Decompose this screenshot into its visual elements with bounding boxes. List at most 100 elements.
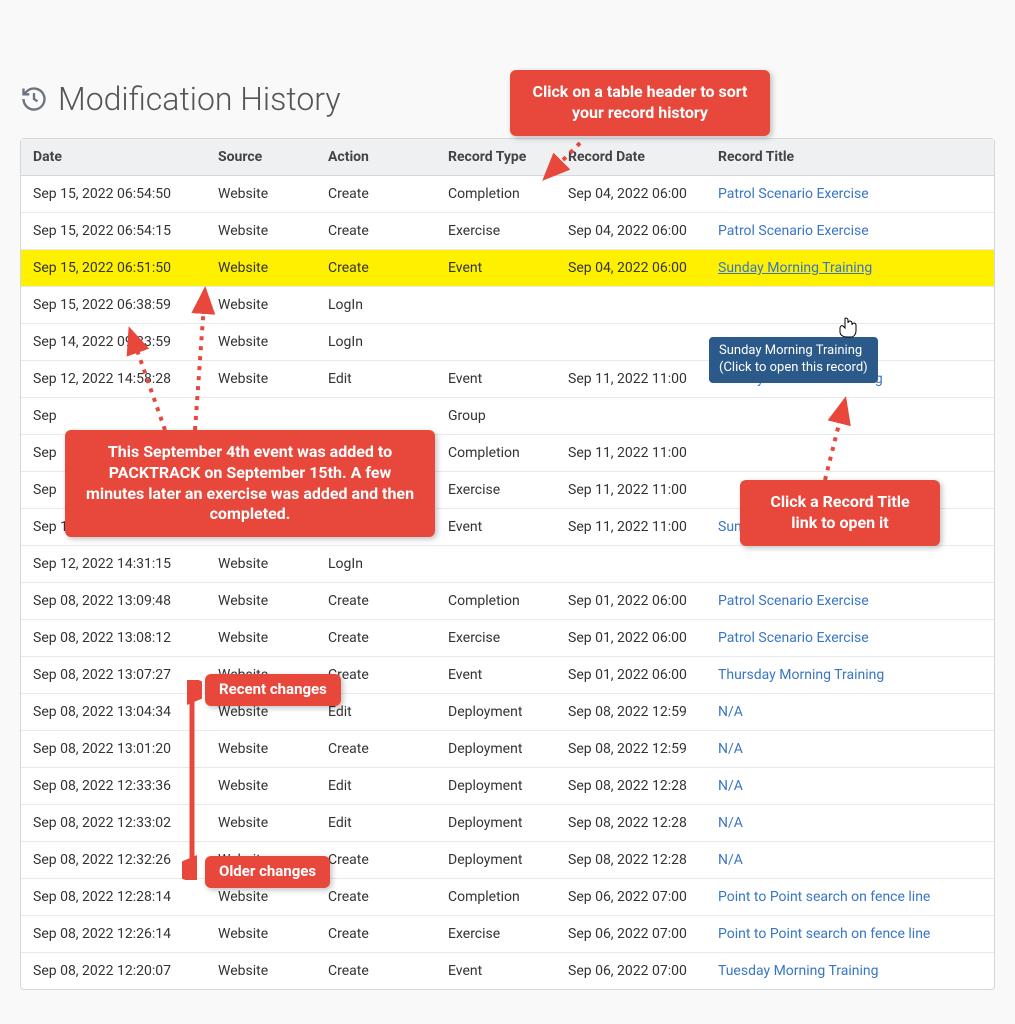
page-title-text: Modification History (58, 80, 341, 118)
cell-rtitle: N/A (706, 731, 994, 768)
callout-header-sort: Click on a table header to sort your rec… (510, 70, 770, 136)
cell-rtitle: N/A (706, 694, 994, 731)
cell-action (316, 398, 436, 435)
cell-source: Website (206, 213, 316, 250)
cell-rtype: Deployment (436, 768, 556, 805)
cell-rtype: Deployment (436, 842, 556, 879)
cursor-icon (839, 316, 857, 342)
cell-rdate: Sep 06, 2022 07:00 (556, 879, 706, 916)
cell-action: LogIn (316, 324, 436, 361)
arrow-sept4-right (170, 280, 250, 435)
record-title-link[interactable]: Tuesday Morning Training (718, 963, 879, 979)
record-title-link[interactable]: Patrol Scenario Exercise (718, 186, 869, 202)
cell-rtype: Deployment (436, 731, 556, 768)
cell-source: Website (206, 768, 316, 805)
cell-action: Create (316, 842, 436, 879)
cell-rtype: Group (436, 398, 556, 435)
tooltip-line2: (Click to open this record) (719, 360, 868, 377)
tooltip-line1: Sunday Morning Training (719, 343, 868, 360)
record-title-link[interactable]: N/A (718, 741, 743, 757)
cell-rtype: Event (436, 509, 556, 546)
cell-rtitle: N/A (706, 842, 994, 879)
cell-rtype: Event (436, 953, 556, 990)
cell-rtype: Exercise (436, 472, 556, 509)
cell-rdate: Sep 04, 2022 06:00 (556, 213, 706, 250)
callout-text: This September 4th event was added to PA… (86, 442, 414, 523)
cell-rdate (556, 546, 706, 583)
cell-action: Edit (316, 768, 436, 805)
record-title-link[interactable]: N/A (718, 778, 743, 794)
table-row: Sep 08, 2022 13:08:12WebsiteCreateExerci… (21, 620, 994, 657)
column-header-source[interactable]: Source (206, 139, 316, 176)
arrow-timeline (182, 680, 202, 880)
cell-rtype (436, 546, 556, 583)
table-row: Sep 12, 2022 14:31:15WebsiteLogIn (21, 546, 994, 583)
callout-text: Click a Record Title link to open it (770, 492, 909, 532)
cell-rtype: Event (436, 657, 556, 694)
cell-rtitle: Patrol Scenario Exercise (706, 213, 994, 250)
cell-rtitle: N/A (706, 805, 994, 842)
column-header-rtitle[interactable]: Record Title (706, 139, 994, 176)
table-row: Sep 08, 2022 12:33:02WebsiteEditDeployme… (21, 805, 994, 842)
cell-rdate: Sep 04, 2022 06:00 (556, 250, 706, 287)
record-title-link[interactable]: N/A (718, 704, 743, 720)
record-title-link[interactable]: Thursday Morning Training (718, 667, 884, 683)
record-title-link[interactable]: Patrol Scenario Exercise (718, 630, 869, 646)
cell-rdate: Sep 11, 2022 11:00 (556, 472, 706, 509)
cell-rtitle: Point to Point search on fence line (706, 879, 994, 916)
arrow-header-sort (535, 138, 595, 188)
cell-date: Sep 08, 2022 13:08:12 (21, 620, 206, 657)
cell-date: Sep 15, 2022 06:54:15 (21, 213, 206, 250)
cell-rdate: Sep 11, 2022 11:00 (556, 361, 706, 398)
record-title-link[interactable]: Patrol Scenario Exercise (718, 593, 869, 609)
cell-action: Edit (316, 361, 436, 398)
cell-source: Website (206, 953, 316, 990)
cell-source: Website (206, 176, 316, 213)
cell-rtitle: N/A (706, 768, 994, 805)
cell-date: Sep 08, 2022 13:04:34 (21, 694, 206, 731)
column-header-date[interactable]: Date (21, 139, 206, 176)
column-header-action[interactable]: Action (316, 139, 436, 176)
record-title-link[interactable]: N/A (718, 852, 743, 868)
cell-action: Create (316, 620, 436, 657)
table-container: DateSourceActionRecord TypeRecord DateRe… (20, 138, 995, 990)
cell-rtype: Exercise (436, 213, 556, 250)
record-title-link[interactable]: Point to Point search on fence line (718, 889, 930, 905)
record-tooltip: Sunday Morning Training (Click to open t… (709, 337, 878, 383)
table-header: DateSourceActionRecord TypeRecord DateRe… (21, 139, 994, 176)
cell-action: Create (316, 213, 436, 250)
record-title-link[interactable]: Sunday Morning Training (718, 260, 872, 276)
table-body: Sep 15, 2022 06:54:50WebsiteCreateComple… (21, 176, 994, 990)
callout-sept4: This September 4th event was added to PA… (65, 430, 435, 537)
cell-rtype: Deployment (436, 805, 556, 842)
record-title-link[interactable]: Point to Point search on fence line (718, 926, 930, 942)
cell-action: LogIn (316, 287, 436, 324)
cell-rdate: Sep 06, 2022 07:00 (556, 953, 706, 990)
cell-action: Create (316, 176, 436, 213)
history-icon (20, 85, 48, 113)
record-title-link[interactable]: N/A (718, 815, 743, 831)
page-title: Modification History (20, 80, 995, 118)
cell-rtitle: Sunday Morning Training (706, 250, 994, 287)
table-row: Sep 15, 2022 06:54:15WebsiteCreateExerci… (21, 213, 994, 250)
table-row: Sep 08, 2022 12:32:26WebsiteCreateDeploy… (21, 842, 994, 879)
cell-rdate (556, 324, 706, 361)
cell-source: Website (206, 731, 316, 768)
cell-date: Sep 08, 2022 12:33:02 (21, 805, 206, 842)
cell-date: Sep 15, 2022 06:54:50 (21, 176, 206, 213)
cell-action: Create (316, 583, 436, 620)
cell-date: Sep 08, 2022 13:01:20 (21, 731, 206, 768)
cell-rdate: Sep 01, 2022 06:00 (556, 620, 706, 657)
callout-text: Recent changes (219, 680, 327, 698)
arrow-record-title (790, 390, 860, 485)
cell-date: Sep 08, 2022 13:07:27 (21, 657, 206, 694)
cell-action: Edit (316, 805, 436, 842)
cell-rtype: Exercise (436, 916, 556, 953)
cell-rtitle: Patrol Scenario Exercise (706, 620, 994, 657)
cell-rtype: Completion (436, 583, 556, 620)
cell-action: Create (316, 250, 436, 287)
table-scroll[interactable]: DateSourceActionRecord TypeRecord DateRe… (21, 139, 994, 989)
record-title-link[interactable]: Patrol Scenario Exercise (718, 223, 869, 239)
callout-text: Click on a table header to sort your rec… (533, 82, 748, 122)
cell-rdate: Sep 01, 2022 06:00 (556, 583, 706, 620)
